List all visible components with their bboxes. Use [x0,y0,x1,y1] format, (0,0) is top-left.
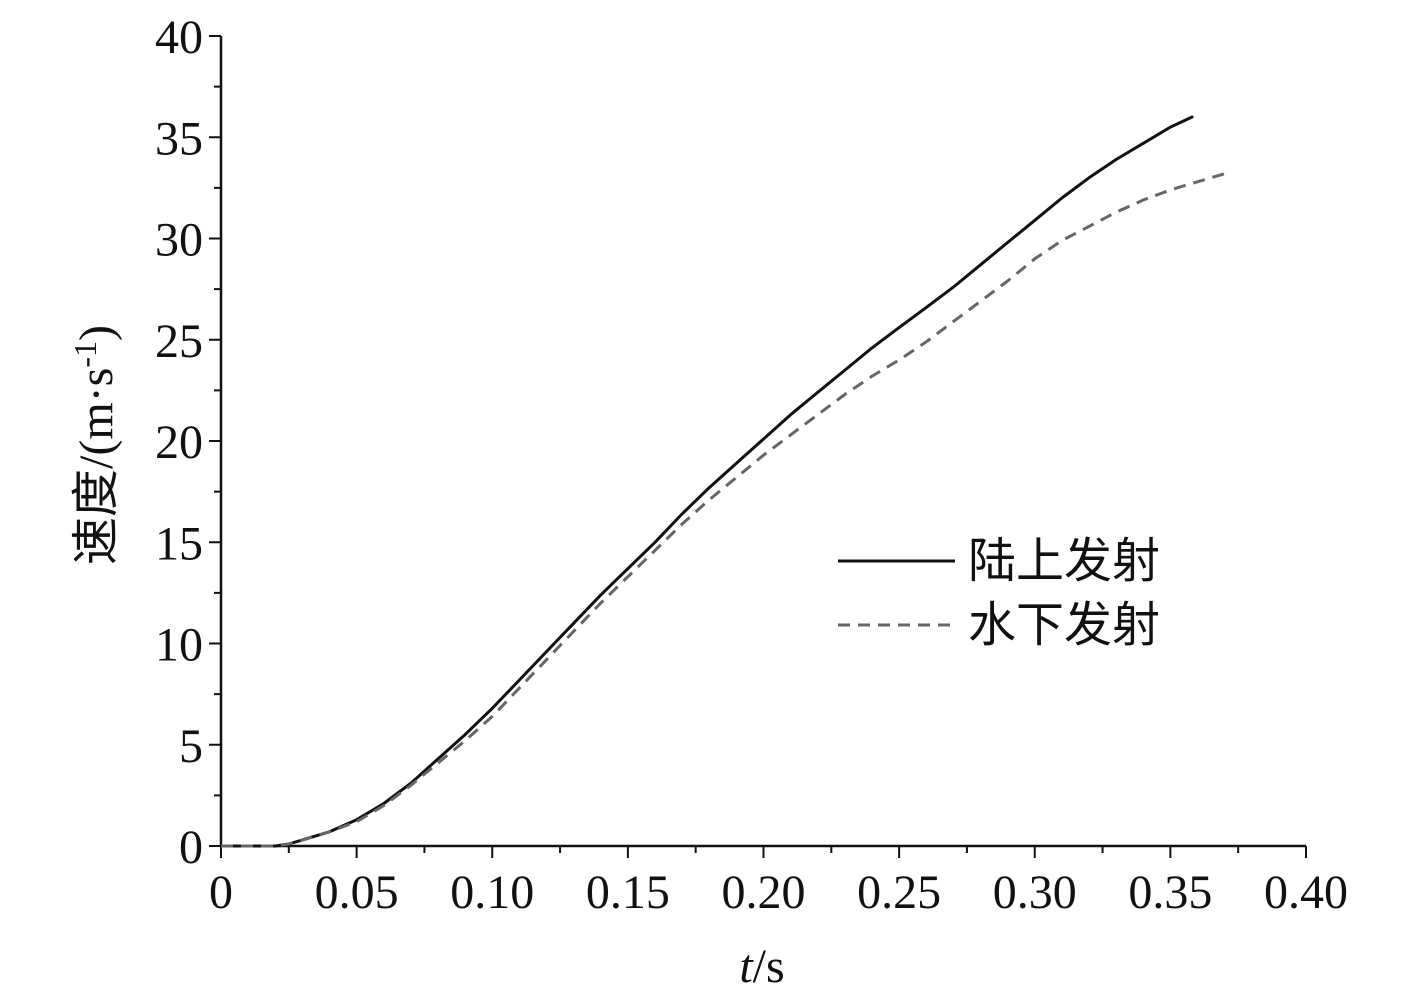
x-axis-label: t/s [739,940,784,993]
y-tick-label: 15 [155,517,203,570]
series-layer [219,115,1226,848]
x-tick-label: 0.30 [993,866,1077,919]
x-tick-label: 0.20 [722,866,806,919]
x-tick-label: 0.25 [857,866,941,919]
y-axis-label: 速度/(m·s-1) [67,325,123,565]
x-tick-label: 0 [209,866,233,919]
series-line-land [219,115,1194,848]
y-axis-ticks: 0 5 10 15 20 25 30 35 40 [155,11,221,874]
x-tick-label: 0.15 [586,866,670,919]
y-tick-label: 10 [155,619,203,672]
x-tick-label: 0.05 [315,866,399,919]
y-tick-label: 25 [155,315,203,368]
x-axis-ticks: 0 0.05 0.10 0.15 0.20 0.25 0.30 0.35 0.40 [209,846,1348,919]
x-tick-label: 0.40 [1264,866,1348,919]
legend: 陆上发射 水下发射 [838,533,1160,653]
legend-label-land: 陆上发射 [968,533,1160,589]
y-tick-label: 35 [155,112,203,165]
legend-label-underwater: 水下发射 [968,597,1160,653]
y-tick-label: 0 [179,821,203,874]
series-line-underwater [221,172,1226,848]
y-tick-label: 20 [155,416,203,469]
y-tick-label: 30 [155,214,203,267]
x-tick-label: 0.35 [1128,866,1212,919]
y-tick-label: 40 [155,11,203,64]
y-tick-label: 5 [179,720,203,773]
x-tick-label: 0.10 [450,866,534,919]
